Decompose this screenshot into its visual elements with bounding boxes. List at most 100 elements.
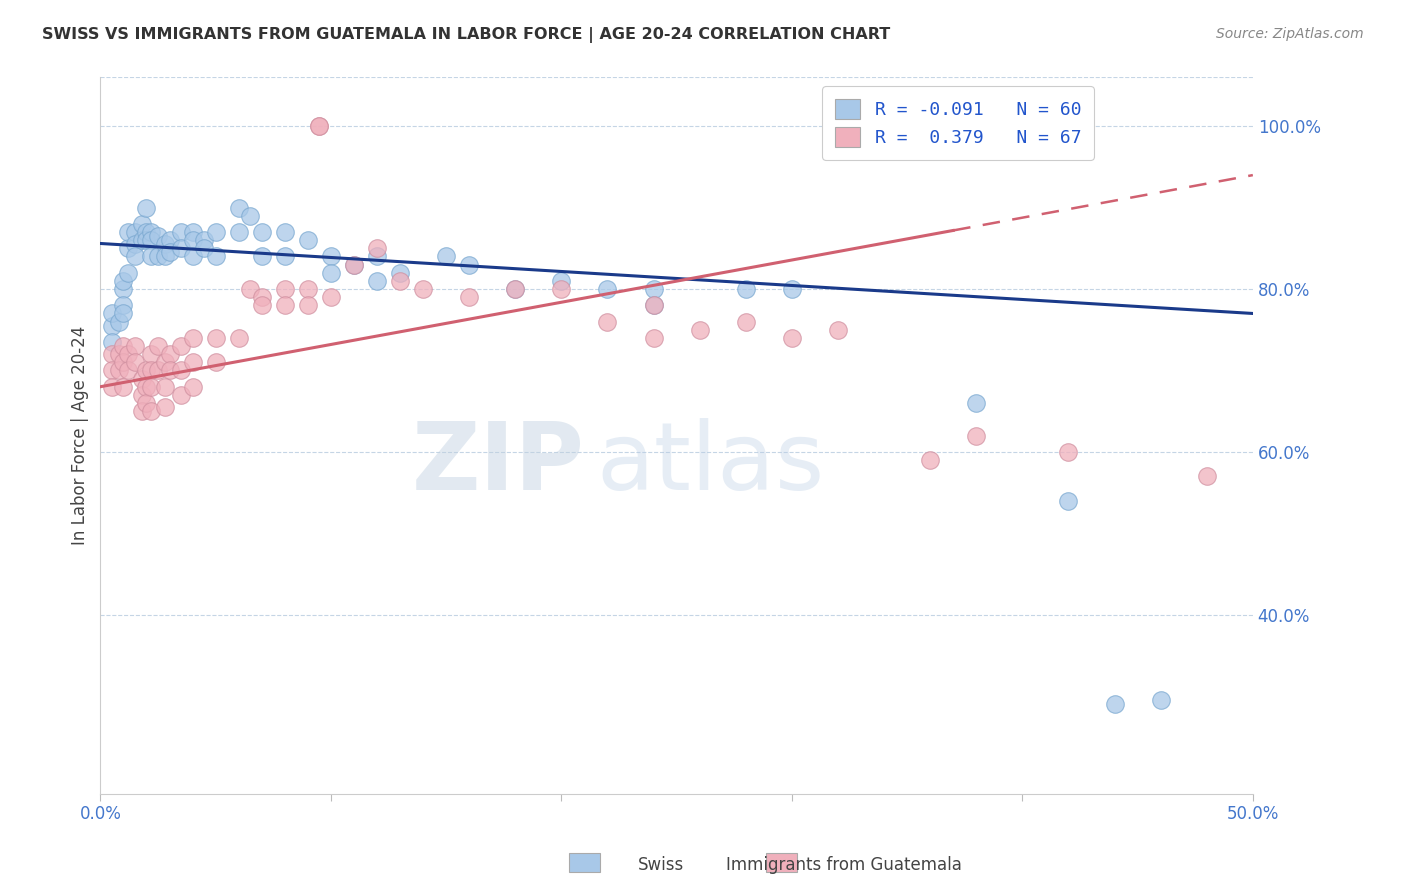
Point — [131, 233, 153, 247]
Point — [101, 380, 124, 394]
Point — [503, 282, 526, 296]
Point — [274, 282, 297, 296]
Point — [181, 331, 204, 345]
Point — [131, 217, 153, 231]
Point — [319, 290, 342, 304]
Point — [139, 250, 162, 264]
Point — [139, 363, 162, 377]
Point — [117, 225, 139, 239]
Point — [250, 290, 273, 304]
Point — [366, 241, 388, 255]
Point — [1057, 445, 1080, 459]
Point — [308, 120, 330, 134]
Point — [228, 201, 250, 215]
Point — [228, 225, 250, 239]
Text: Swiss: Swiss — [638, 856, 683, 874]
Point — [101, 318, 124, 333]
Point — [193, 241, 215, 255]
Point — [159, 363, 181, 377]
Point — [250, 298, 273, 312]
Point — [117, 241, 139, 255]
Point — [1057, 493, 1080, 508]
Point — [734, 282, 756, 296]
Point — [458, 290, 481, 304]
Point — [319, 266, 342, 280]
Point — [112, 380, 135, 394]
Point — [112, 298, 135, 312]
Point — [643, 331, 665, 345]
Point — [131, 371, 153, 385]
Point — [734, 315, 756, 329]
Point — [139, 347, 162, 361]
Point — [159, 245, 181, 260]
Point — [170, 363, 193, 377]
Point — [204, 250, 226, 264]
Point — [780, 331, 803, 345]
Point — [139, 404, 162, 418]
Point — [1195, 469, 1218, 483]
Point — [107, 347, 129, 361]
Point — [124, 339, 146, 353]
Point — [274, 298, 297, 312]
Point — [319, 250, 342, 264]
Point — [1104, 697, 1126, 711]
Point — [297, 282, 319, 296]
Point — [274, 250, 297, 264]
Point — [101, 306, 124, 320]
Point — [135, 201, 157, 215]
Text: atlas: atlas — [596, 418, 824, 510]
Point — [112, 274, 135, 288]
Point — [170, 339, 193, 353]
Text: Source: ZipAtlas.com: Source: ZipAtlas.com — [1216, 27, 1364, 41]
Point — [1149, 693, 1171, 707]
Point — [239, 282, 262, 296]
Point — [101, 334, 124, 349]
Point — [250, 250, 273, 264]
Point — [112, 339, 135, 353]
Point — [117, 347, 139, 361]
Point — [366, 274, 388, 288]
Point — [101, 363, 124, 377]
Point — [135, 233, 157, 247]
Point — [112, 355, 135, 369]
Point — [274, 225, 297, 239]
Point — [153, 250, 176, 264]
Point — [135, 380, 157, 394]
Point — [780, 282, 803, 296]
Point — [159, 233, 181, 247]
Point — [827, 323, 849, 337]
Point — [139, 380, 162, 394]
Point — [101, 347, 124, 361]
Point — [643, 298, 665, 312]
Point — [146, 339, 169, 353]
Point — [124, 355, 146, 369]
Point — [124, 250, 146, 264]
Point — [170, 241, 193, 255]
Point — [366, 250, 388, 264]
Point — [596, 315, 619, 329]
Point — [297, 298, 319, 312]
Y-axis label: In Labor Force | Age 20-24: In Labor Force | Age 20-24 — [72, 326, 89, 545]
Point — [297, 233, 319, 247]
Point — [343, 258, 366, 272]
Legend: R = -0.091   N = 60, R =  0.379   N = 67: R = -0.091 N = 60, R = 0.379 N = 67 — [823, 87, 1094, 160]
Point — [146, 229, 169, 244]
Point — [204, 225, 226, 239]
Point — [920, 453, 942, 467]
Point — [181, 250, 204, 264]
Point — [643, 282, 665, 296]
Point — [153, 380, 176, 394]
Point — [170, 388, 193, 402]
Text: ZIP: ZIP — [412, 418, 585, 510]
Point — [308, 120, 330, 134]
Point — [388, 274, 411, 288]
Point — [965, 396, 987, 410]
Point — [343, 258, 366, 272]
Point — [170, 225, 193, 239]
Point — [181, 233, 204, 247]
Point — [239, 209, 262, 223]
Point — [228, 331, 250, 345]
Point — [412, 282, 434, 296]
Point — [139, 225, 162, 239]
Point — [117, 363, 139, 377]
